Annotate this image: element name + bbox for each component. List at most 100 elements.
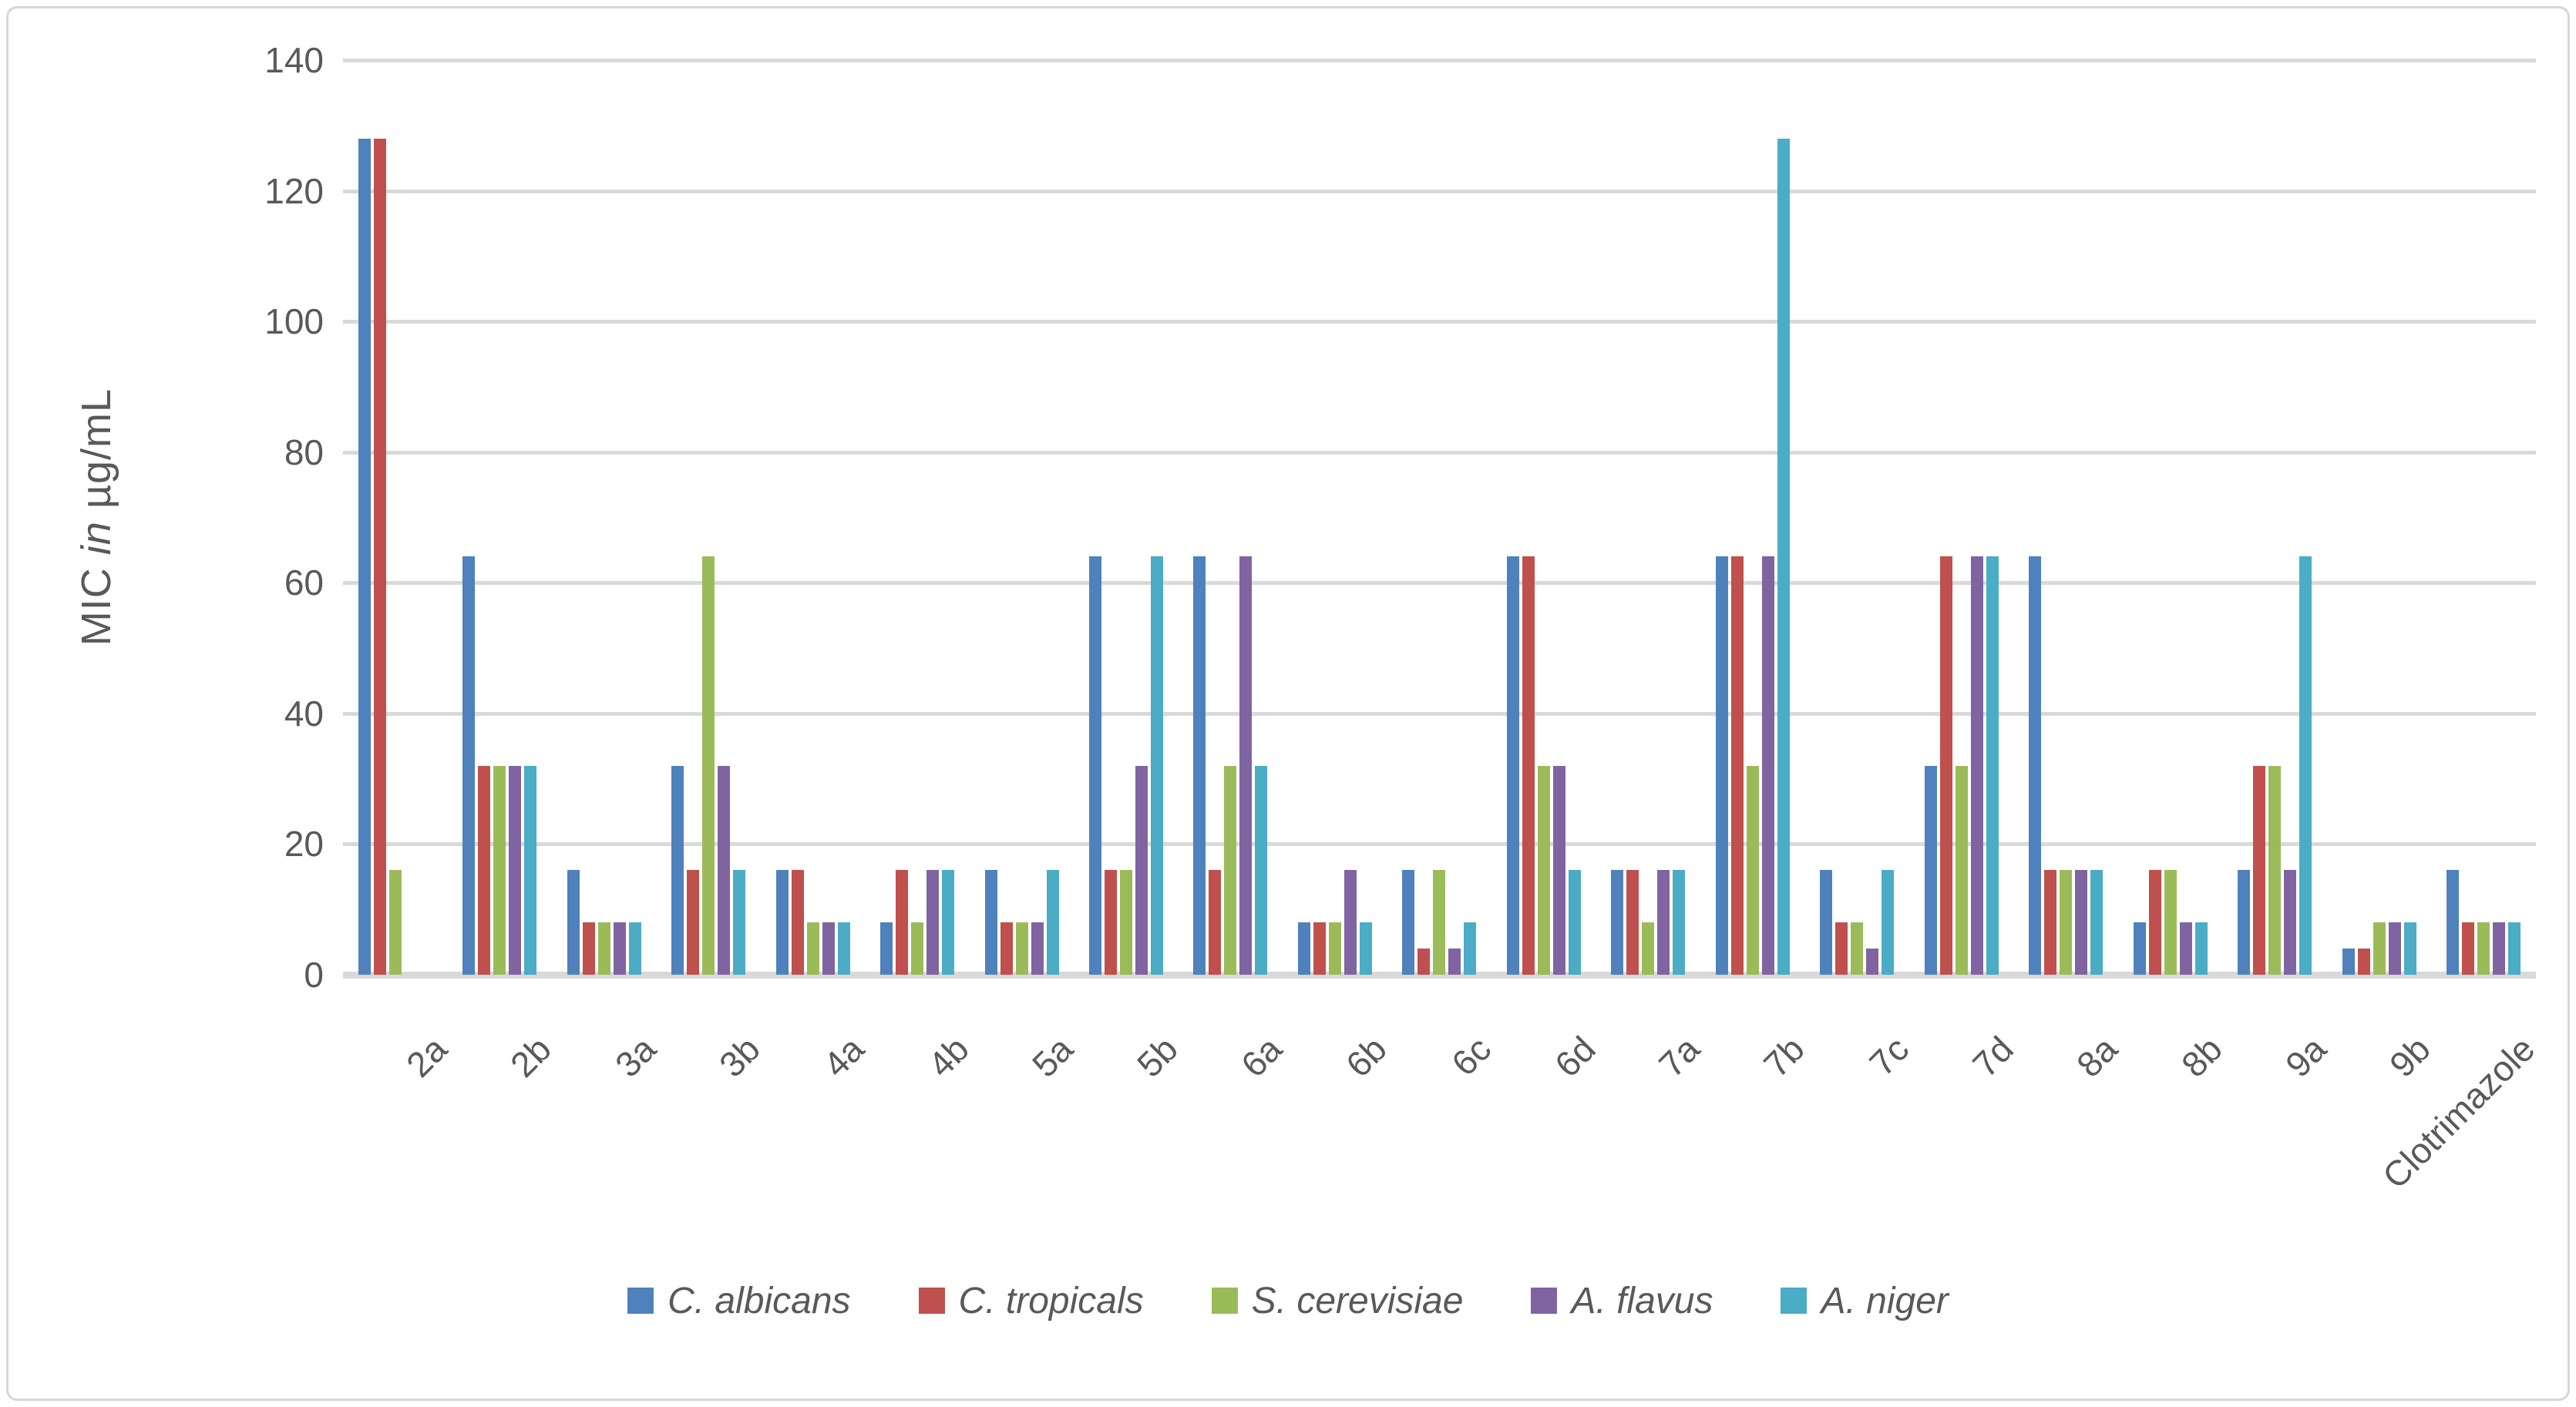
bar: [2403, 922, 2416, 975]
legend-swatch: [627, 1288, 654, 1314]
bar: [2060, 870, 2073, 975]
bar: [1939, 556, 1952, 975]
y-tick-label: 60: [284, 562, 324, 603]
bar: [1761, 556, 1774, 975]
x-category-label: 2b: [502, 1028, 559, 1085]
x-label-slot: 5b: [1074, 975, 1185, 1206]
bar-group-6c: [1387, 60, 1491, 975]
bar: [1359, 922, 1372, 975]
x-category-label: 9b: [2382, 1028, 2439, 1085]
bar: [2133, 922, 2146, 975]
bar: [1611, 870, 1624, 975]
bar-group-7c: [1805, 60, 1909, 975]
legend-swatch: [1781, 1288, 1808, 1314]
x-category-label: 7c: [1861, 1028, 1916, 1084]
y-axis-title-text: MIC in µg/mL: [73, 388, 119, 646]
bar: [1522, 556, 1535, 975]
bar: [2238, 870, 2251, 975]
bar: [1328, 922, 1341, 975]
bar-group-6b: [1283, 60, 1387, 975]
bar: [687, 870, 700, 975]
chart-frame: [6, 6, 2570, 1401]
bar-group-7d: [1909, 60, 2013, 975]
bar: [2342, 949, 2355, 975]
bar-groups: [343, 60, 2536, 975]
bar: [1089, 556, 1102, 975]
gridline: [343, 450, 2536, 455]
x-category-label: 6a: [1233, 1028, 1290, 1085]
bar: [2090, 870, 2104, 975]
bar: [791, 870, 804, 975]
bar: [1448, 949, 1461, 975]
bar-group-2b: [447, 60, 551, 975]
bar: [1031, 922, 1044, 975]
bar: [1657, 870, 1670, 975]
bar: [1120, 870, 1133, 975]
bar: [1239, 556, 1253, 975]
bar-group-8b: [2118, 60, 2222, 975]
x-label-slot: 2b: [447, 975, 559, 1206]
bar: [1255, 766, 1268, 975]
legend-entry: C. albicans: [627, 1280, 851, 1322]
x-category-label: 6b: [1337, 1028, 1394, 1085]
x-label-slot: 7c: [1805, 975, 1916, 1206]
bar-group-8a: [2014, 60, 2118, 975]
bar: [1151, 556, 1164, 975]
bar: [942, 870, 955, 975]
bar-group-7a: [1596, 60, 1700, 975]
x-label-slot: 6b: [1283, 975, 1394, 1206]
legend-entry: S. cerevisiae: [1211, 1280, 1464, 1322]
bar: [1135, 766, 1148, 975]
gridline: [343, 581, 2536, 586]
x-category-label: 5a: [1024, 1028, 1081, 1085]
bar: [2508, 922, 2521, 975]
legend-label: A. flavus: [1571, 1280, 1713, 1321]
bar-group-2a: [343, 60, 447, 975]
legend-label: S. cerevisiae: [1251, 1280, 1464, 1321]
bar: [2477, 922, 2490, 975]
bar-group-Clotrimazole: [2431, 60, 2535, 975]
bar-group-6d: [1491, 60, 1596, 975]
bar: [2357, 949, 2370, 975]
bar: [2493, 922, 2506, 975]
x-category-label: 4b: [920, 1028, 977, 1085]
x-label-slot: 6a: [1179, 975, 1290, 1206]
bar: [358, 139, 371, 975]
bar: [1882, 870, 1895, 975]
gridline: [343, 189, 2536, 193]
x-category-label: 6d: [1546, 1028, 1603, 1085]
bar: [775, 870, 789, 975]
bar: [2253, 766, 2266, 975]
bar: [1105, 870, 1118, 975]
bar: [926, 870, 940, 975]
bar: [837, 922, 850, 975]
bar: [582, 922, 595, 975]
bar: [1777, 139, 1790, 975]
x-category-label: 2a: [398, 1028, 455, 1085]
bar: [567, 870, 580, 975]
bar: [1297, 922, 1310, 975]
legend-entry: C. tropicals: [918, 1280, 1144, 1322]
x-label-slot: 7b: [1700, 975, 1812, 1206]
bar: [628, 922, 641, 975]
bar: [702, 556, 715, 975]
bar: [911, 922, 924, 975]
bar-group-4b: [865, 60, 969, 975]
bar: [1537, 766, 1550, 975]
y-tick-label: 20: [284, 824, 324, 865]
bar: [2447, 870, 2460, 975]
bar: [2179, 922, 2192, 975]
bar: [2044, 870, 2057, 975]
y-tick-label: 100: [264, 301, 324, 342]
bar-group-5b: [1074, 60, 1178, 975]
bar: [1506, 556, 1519, 975]
legend: C. albicans C. tropicals S. cerevisiae A. f…: [0, 1254, 2576, 1347]
bar: [1835, 922, 1848, 975]
bar-group-9a: [2222, 60, 2326, 975]
bar: [1464, 922, 1477, 975]
x-label-slot: 8a: [2014, 975, 2125, 1206]
bar: [493, 766, 506, 975]
bar: [2194, 922, 2208, 975]
bar: [984, 870, 997, 975]
